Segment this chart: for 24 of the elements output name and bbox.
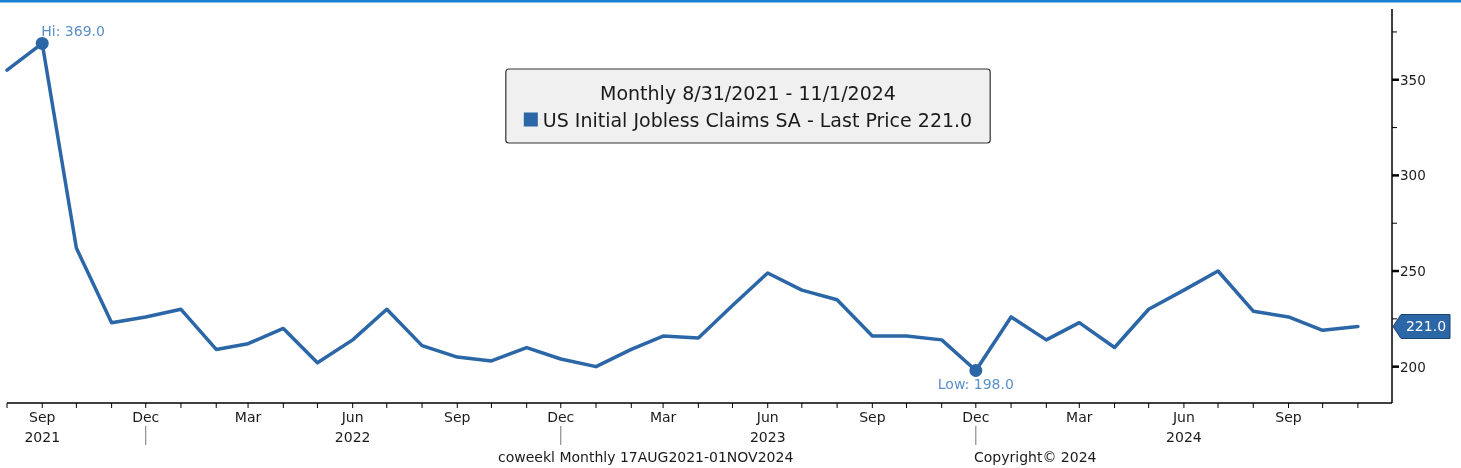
x-tick-label: Sep 2021 xyxy=(24,409,61,445)
x-tick-label: Sep xyxy=(444,409,471,425)
text: 221.0 xyxy=(1405,318,1447,335)
x-tick-label: Mar xyxy=(1066,409,1093,425)
data-label: Low: 198.0 xyxy=(937,376,1014,393)
data-label: Hi: 369.0 xyxy=(41,23,105,40)
y-tick-label: 200 xyxy=(1400,358,1426,375)
x-tick-label: Dec xyxy=(962,409,990,425)
x-tick-label: Mar xyxy=(649,409,677,425)
legend-title: Monthly 8/31/2021 - 11/1/2024 xyxy=(600,81,896,104)
x-tick-label: Mar xyxy=(234,409,262,425)
x-tick-label: Jun 2024 xyxy=(1166,409,1202,445)
x-tick-label: Sep xyxy=(1275,409,1302,425)
x-tick-label: Dec xyxy=(547,409,575,425)
y-tick-label: 250 xyxy=(1400,263,1426,280)
y-tick-label: 300 xyxy=(1400,167,1426,184)
x-tick-label: Dec xyxy=(132,409,160,425)
x-tick-label: Jun 2023 xyxy=(749,409,786,445)
text: Copyright© 2024 xyxy=(974,449,1097,465)
legend-label: US Initial Jobless Claims SA - Last Price 221.0 xyxy=(542,108,973,131)
y-tick-label: 350 xyxy=(1400,71,1426,88)
text: coweekl Monthly 17AUG2021-01NOV2024 xyxy=(498,449,794,465)
x-tick-label: Jun 2022 xyxy=(334,409,371,445)
x-tick-label: Sep xyxy=(859,409,886,425)
